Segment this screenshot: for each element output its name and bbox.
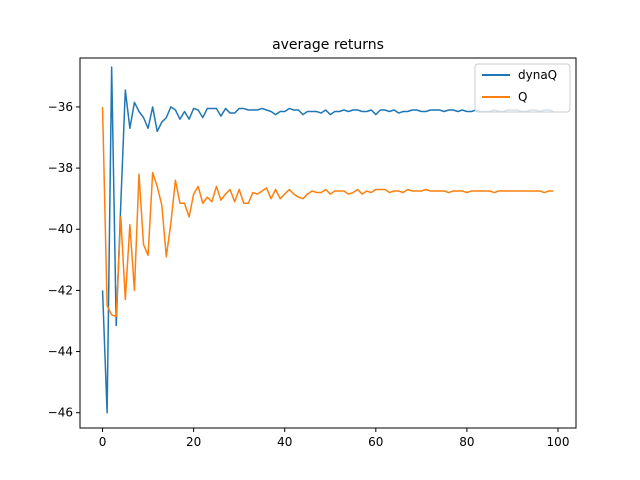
series-line-Q	[101, 106, 554, 318]
y-tick-label: −40	[48, 222, 73, 236]
legend: dynaQ Q	[474, 63, 571, 113]
y-tick-label: −44	[48, 345, 73, 359]
legend-label-Q: Q	[518, 90, 527, 104]
axes-frame	[79, 57, 577, 429]
y-tick-label: −38	[48, 161, 73, 175]
x-tick-label: 80	[459, 435, 474, 449]
y-tick-label: −36	[48, 100, 73, 114]
legend-label-dynaQ: dynaQ	[518, 68, 557, 82]
x-tick-label: 20	[186, 435, 201, 449]
x-tick-label: 100	[547, 435, 570, 449]
x-tick-label: 40	[277, 435, 292, 449]
chart-title: average returns	[272, 37, 384, 53]
x-tick-label: 60	[368, 435, 383, 449]
x-tick-label: 0	[99, 435, 107, 449]
y-tick-label: −42	[48, 283, 73, 297]
y-axis: −46 −44 −42 −40 −38 −36	[48, 100, 80, 420]
y-tick-label: −46	[48, 406, 73, 420]
x-axis: 0 20 40 60 80 100	[99, 428, 570, 449]
